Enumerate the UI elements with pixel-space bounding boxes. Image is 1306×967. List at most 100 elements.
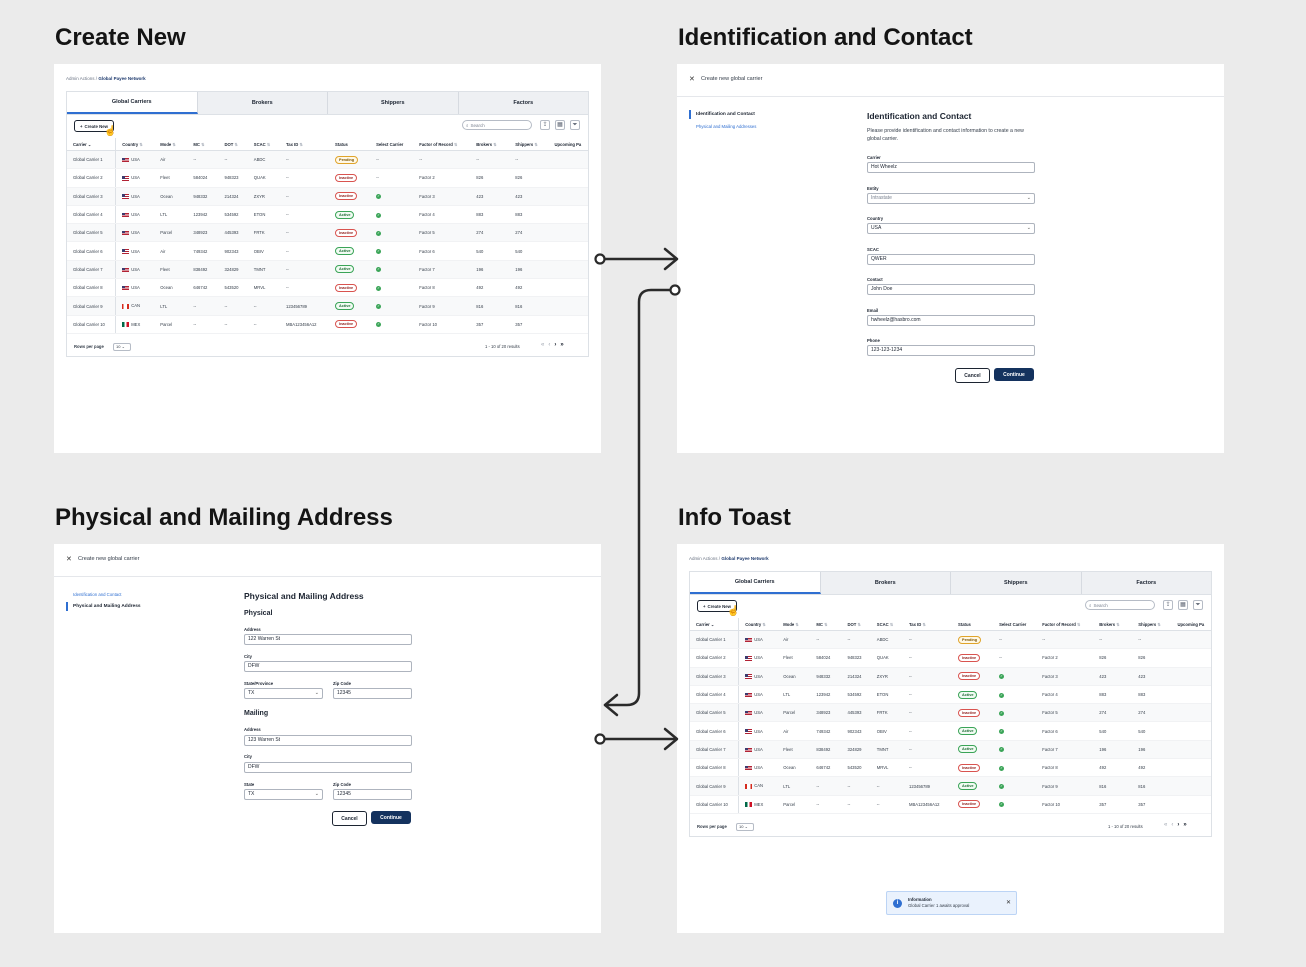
email-input[interactable]: hwheelz@hasbro.com bbox=[867, 314, 1035, 326]
sort-icon[interactable]: ⇅ bbox=[824, 621, 828, 627]
tab-global-carriers[interactable]: Global Carriers bbox=[690, 572, 821, 594]
column-header[interactable]: Carrier ⌄ bbox=[67, 138, 117, 151]
column-header[interactable]: Tax ID ⇅ bbox=[903, 618, 953, 631]
cell-select-carrier[interactable]: ✓ bbox=[370, 223, 414, 243]
physical-address-input[interactable]: 122 Warren St bbox=[244, 634, 412, 645]
continue-button[interactable]: Continue bbox=[994, 368, 1034, 381]
table-row[interactable]: Global Carrier 3 USA Ocean 948332 214324… bbox=[690, 667, 1211, 686]
tab-brokers[interactable]: Brokers bbox=[821, 572, 951, 594]
cell-select-carrier[interactable]: ✓ bbox=[993, 721, 1037, 741]
column-header[interactable]: Shippers ⇅ bbox=[509, 138, 549, 151]
table-row[interactable]: Global Carrier 5 USA Parcel 348923 44539… bbox=[67, 223, 588, 243]
mailing-address-input[interactable]: 123 Warren St bbox=[244, 735, 412, 746]
table-row[interactable]: Global Carrier 10 MEX Parcel -- -- -- MB… bbox=[690, 795, 1211, 814]
column-header[interactable]: Mode ⇅ bbox=[154, 138, 188, 151]
sort-icon[interactable]: ⇅ bbox=[795, 621, 799, 627]
check-icon[interactable]: ✓ bbox=[376, 267, 382, 273]
mailing-state-select[interactable]: TX ⌄ bbox=[244, 789, 323, 800]
tab-shippers[interactable]: Shippers bbox=[328, 92, 459, 114]
step-identification[interactable]: Identification and Contact bbox=[73, 592, 122, 597]
close-icon[interactable]: ✕ bbox=[66, 556, 72, 563]
sort-icon[interactable]: ⇅ bbox=[266, 141, 271, 147]
sort-icon[interactable]: ⇅ bbox=[172, 141, 176, 147]
cell-select-carrier[interactable]: -- bbox=[370, 168, 414, 188]
create-new-button[interactable]: + Create New bbox=[74, 120, 114, 132]
step-identification[interactable]: Identification and Contact bbox=[689, 110, 756, 119]
table-row[interactable]: Global Carrier 8 USA Ocean 646742 543520… bbox=[690, 758, 1211, 778]
check-icon[interactable]: ✓ bbox=[999, 784, 1005, 790]
column-header[interactable]: DOT ⇅ bbox=[841, 618, 871, 631]
entity-select[interactable]: Intrastate ⌄ bbox=[867, 192, 1035, 204]
carrier-input[interactable]: Hot Wheelz bbox=[867, 162, 1035, 173]
check-icon[interactable]: ✓ bbox=[376, 212, 382, 218]
cell-select-carrier[interactable]: ✓ bbox=[993, 667, 1037, 686]
breadcrumb-parent[interactable]: Admin Actions bbox=[66, 76, 95, 81]
column-header[interactable]: DOT ⇅ bbox=[218, 138, 248, 151]
check-icon[interactable]: ✓ bbox=[999, 765, 1005, 771]
cancel-button[interactable]: Cancel bbox=[332, 811, 367, 826]
column-header[interactable]: SCAC ⇅ bbox=[247, 138, 281, 151]
column-header[interactable]: Factor of Record ⇅ bbox=[1036, 618, 1094, 631]
country-select[interactable]: USA ⌄ bbox=[867, 223, 1035, 234]
table-row[interactable]: Global Carrier 4 USA LTL 123942 534592 E… bbox=[67, 205, 588, 225]
sort-icon[interactable]: ⇅ bbox=[857, 621, 862, 627]
scac-input[interactable]: QWER bbox=[867, 253, 1035, 265]
close-icon[interactable]: ✕ bbox=[1005, 900, 1011, 906]
sort-icon[interactable]: ⇅ bbox=[889, 621, 894, 627]
check-icon[interactable]: ✓ bbox=[999, 710, 1005, 716]
check-icon[interactable]: ✓ bbox=[376, 304, 382, 310]
column-header[interactable]: Mode ⇅ bbox=[777, 618, 811, 631]
column-header[interactable]: MC ⇅ bbox=[810, 618, 842, 631]
sort-icon[interactable]: ⇅ bbox=[453, 141, 458, 147]
search-input[interactable]: ⌕ Search bbox=[462, 120, 532, 130]
check-icon[interactable]: ✓ bbox=[376, 285, 382, 291]
column-header[interactable]: Country ⇅ bbox=[115, 138, 155, 151]
sort-icon[interactable]: ⇅ bbox=[139, 141, 143, 147]
cell-select-carrier[interactable]: ✓ bbox=[993, 703, 1037, 723]
filter-icon[interactable]: ⏷ bbox=[1193, 600, 1203, 610]
check-icon[interactable]: ✓ bbox=[376, 194, 382, 200]
physical-state-select[interactable]: TX ⌄ bbox=[244, 688, 323, 699]
phone-input[interactable]: 123-123-1234 bbox=[867, 345, 1035, 356]
sort-icon[interactable]: ⇅ bbox=[299, 141, 303, 147]
check-icon[interactable]: ✓ bbox=[999, 674, 1005, 680]
table-row[interactable]: Global Carrier 2 USA Fleet 584024 948323… bbox=[67, 168, 588, 188]
check-icon[interactable]: ✓ bbox=[999, 692, 1005, 698]
column-header[interactable]: Tax ID ⇅ bbox=[280, 138, 330, 151]
page-navigation[interactable]: «‹›» bbox=[541, 342, 568, 348]
columns-icon[interactable]: ▦ bbox=[1178, 600, 1188, 610]
contact-input[interactable]: John Doe bbox=[867, 284, 1035, 295]
cancel-button[interactable]: Cancel bbox=[955, 368, 990, 383]
column-header[interactable]: Select Carrier bbox=[370, 138, 414, 151]
table-row[interactable]: Global Carrier 4 USA LTL 123942 534592 E… bbox=[690, 685, 1211, 705]
sort-icon[interactable]: ⇅ bbox=[534, 141, 538, 147]
table-row[interactable]: Global Carrier 9 CAN LTL -- -- -- 123456… bbox=[690, 776, 1211, 796]
tab-brokers[interactable]: Brokers bbox=[198, 92, 328, 114]
cell-select-carrier[interactable]: ✓ bbox=[993, 685, 1037, 705]
table-row[interactable]: Global Carrier 8 USA Ocean 646742 543520… bbox=[67, 278, 588, 298]
column-header[interactable]: SCAC ⇅ bbox=[870, 618, 904, 631]
cell-select-carrier[interactable]: ✓ bbox=[370, 315, 414, 334]
column-header[interactable]: Upcoming Pa bbox=[1171, 618, 1211, 631]
sort-down-icon[interactable]: ⌄ bbox=[87, 141, 92, 147]
column-header[interactable]: Carrier ⌄ bbox=[690, 618, 740, 631]
export-icon[interactable]: ⇪ bbox=[1163, 600, 1173, 610]
table-row[interactable]: Global Carrier 1 USA Air -- -- ABDC -- P… bbox=[67, 150, 588, 170]
column-header[interactable]: Shippers ⇅ bbox=[1132, 618, 1172, 631]
physical-city-input[interactable]: DFW bbox=[244, 661, 412, 672]
breadcrumb-parent[interactable]: Admin Actions bbox=[689, 556, 718, 561]
check-icon[interactable]: ✓ bbox=[376, 249, 382, 255]
table-row[interactable]: Global Carrier 2 USA Fleet 584024 948323… bbox=[690, 648, 1211, 668]
step-physical[interactable]: Physical and Mailing Addresses bbox=[696, 124, 757, 129]
mailing-city-input[interactable]: DFW bbox=[244, 762, 412, 773]
cell-select-carrier[interactable]: ✓ bbox=[370, 278, 414, 298]
column-header[interactable]: Factor of Record ⇅ bbox=[413, 138, 471, 151]
cell-select-carrier[interactable]: ✓ bbox=[993, 740, 1037, 760]
tab-factors[interactable]: Factors bbox=[513, 100, 534, 106]
cell-select-carrier[interactable]: -- bbox=[993, 630, 1037, 650]
table-row[interactable]: Global Carrier 6 USA Air 749342 902343 O… bbox=[690, 721, 1211, 741]
create-new-button[interactable]: + Create New bbox=[697, 600, 737, 612]
table-row[interactable]: Global Carrier 7 USA Fleet 838492 324829… bbox=[67, 260, 588, 280]
mailing-zip-input[interactable]: 12345 bbox=[333, 789, 412, 800]
sort-icon[interactable]: ⇅ bbox=[201, 141, 205, 147]
